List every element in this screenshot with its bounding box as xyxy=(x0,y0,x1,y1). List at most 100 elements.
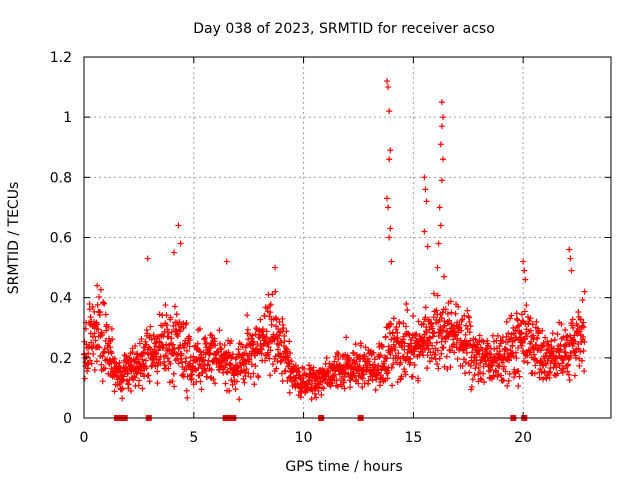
data-point xyxy=(565,371,572,378)
data-point xyxy=(440,156,447,163)
y-tick-label: 0 xyxy=(63,411,72,427)
data-point xyxy=(393,324,400,331)
data-point xyxy=(268,321,275,328)
data-point xyxy=(353,377,360,384)
data-point xyxy=(385,84,392,91)
data-point xyxy=(233,378,240,385)
data-point xyxy=(421,174,428,181)
data-point xyxy=(176,328,183,335)
axes: 0 0.2 0.4 0.6 0.8 1 1.2 0 5 10 15 20 xyxy=(50,50,612,446)
data-point xyxy=(124,370,131,377)
data-point xyxy=(423,324,430,331)
data-point xyxy=(326,360,333,367)
x-tick-label: 10 xyxy=(295,430,313,446)
data-point xyxy=(255,374,262,381)
data-point xyxy=(156,311,163,318)
data-point xyxy=(464,326,471,333)
data-point xyxy=(474,348,481,355)
data-point xyxy=(118,386,125,393)
data-point xyxy=(437,222,444,229)
data-point xyxy=(411,348,418,355)
data-point xyxy=(576,362,583,369)
data-point xyxy=(447,298,454,305)
data-point xyxy=(119,385,126,392)
data-point xyxy=(562,326,569,333)
data-point xyxy=(93,358,100,365)
data-point xyxy=(545,341,552,348)
data-point xyxy=(480,370,487,377)
data-point xyxy=(549,330,556,337)
data-point xyxy=(216,327,223,334)
data-point xyxy=(139,370,146,377)
data-point xyxy=(107,344,114,351)
data-point xyxy=(318,391,325,398)
data-point xyxy=(421,228,428,235)
data-point xyxy=(438,350,445,357)
data-point xyxy=(120,373,127,380)
data-point xyxy=(422,304,429,311)
data-point xyxy=(579,297,586,304)
data-point xyxy=(460,356,467,363)
data-point xyxy=(227,362,234,369)
data-point xyxy=(487,366,494,373)
data-point xyxy=(194,340,201,347)
data-point xyxy=(394,329,401,336)
data-point xyxy=(173,311,180,318)
data-point xyxy=(361,380,368,387)
data-point xyxy=(516,373,523,380)
data-point xyxy=(284,377,291,384)
data-point xyxy=(325,367,332,374)
data-point xyxy=(267,372,274,379)
data-point xyxy=(313,394,320,401)
data-point xyxy=(273,365,280,372)
data-point xyxy=(124,358,131,365)
data-point xyxy=(183,387,190,394)
data-point xyxy=(355,380,362,387)
data-point xyxy=(149,362,156,369)
data-point xyxy=(101,300,108,307)
data-point xyxy=(400,320,407,327)
data-point xyxy=(529,321,536,328)
data-point xyxy=(171,303,178,310)
data-point xyxy=(183,319,190,326)
data-point xyxy=(265,351,272,358)
data-point xyxy=(520,258,527,265)
data-point xyxy=(129,349,136,356)
data-point xyxy=(272,264,279,271)
data-point xyxy=(263,328,270,335)
data-point xyxy=(405,330,412,337)
data-point xyxy=(306,362,313,369)
data-point xyxy=(471,372,478,379)
data-point xyxy=(172,326,179,333)
data-point xyxy=(164,355,171,362)
data-point xyxy=(521,267,528,274)
data-point xyxy=(441,273,448,280)
data-point xyxy=(384,355,391,362)
data-point xyxy=(569,316,576,323)
data-point xyxy=(83,353,90,360)
data-point xyxy=(91,367,98,374)
data-point xyxy=(401,340,408,347)
data-point xyxy=(514,344,521,351)
data-point xyxy=(280,325,287,332)
data-point xyxy=(425,345,432,352)
data-point xyxy=(395,350,402,357)
data-point xyxy=(243,366,250,373)
data-point xyxy=(315,387,322,394)
data-point xyxy=(521,308,528,315)
data-point xyxy=(480,338,487,345)
data-point xyxy=(207,345,214,352)
data-point xyxy=(454,356,461,363)
data-point xyxy=(97,309,104,316)
data-point xyxy=(467,337,474,344)
data-point xyxy=(560,357,567,364)
data-point xyxy=(81,375,88,382)
data-point xyxy=(276,319,283,326)
data-point xyxy=(440,114,447,121)
data-point xyxy=(311,390,318,397)
data-point xyxy=(429,342,436,349)
data-point xyxy=(147,345,154,352)
data-point xyxy=(413,338,420,345)
data-point xyxy=(466,318,473,325)
data-point xyxy=(403,301,410,308)
